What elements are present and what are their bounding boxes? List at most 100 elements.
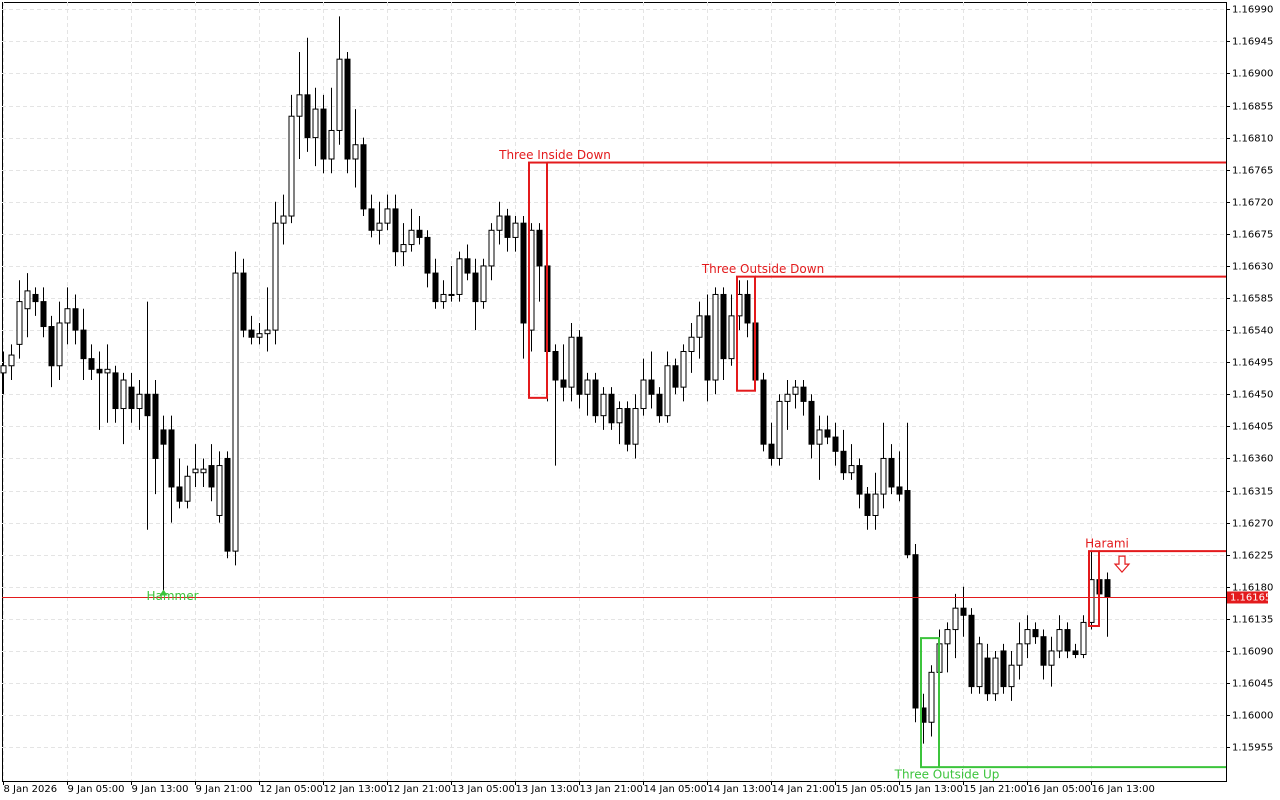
candle-body xyxy=(208,465,215,488)
candle-body xyxy=(64,308,71,324)
x-tick-label: 14 Jan 13:00 xyxy=(708,784,771,795)
y-tick-label: 1.16450 xyxy=(1232,390,1273,401)
marker-arrow xyxy=(159,589,168,596)
x-tick-label: 15 Jan 21:00 xyxy=(964,784,1027,795)
candle-body xyxy=(448,293,455,296)
y-tick-label: 1.16810 xyxy=(1232,134,1273,145)
y-tick-label: 1.16360 xyxy=(1232,454,1273,465)
y-tick-label: 1.16405 xyxy=(1232,422,1273,433)
candle-body xyxy=(592,379,599,417)
candle-body xyxy=(192,468,199,474)
candle-body xyxy=(96,368,103,374)
x-tick-label: 13 Jan 21:00 xyxy=(580,784,643,795)
y-tick-label: 1.16315 xyxy=(1232,487,1273,498)
candle-body xyxy=(904,490,911,556)
candle-body xyxy=(632,408,639,445)
candle-body xyxy=(280,215,287,224)
pattern-box xyxy=(1088,550,1100,627)
candle-body xyxy=(408,229,415,246)
candle-body xyxy=(168,429,175,488)
x-tick-label: 16 Jan 05:00 xyxy=(1028,784,1091,795)
candle-body xyxy=(1040,636,1047,666)
candle-body xyxy=(824,429,831,438)
candle-body xyxy=(872,493,879,516)
candle-body xyxy=(352,144,359,160)
candle-body xyxy=(808,400,815,445)
candle-body xyxy=(976,643,983,688)
candle-body xyxy=(648,379,655,395)
candle-body xyxy=(48,326,55,367)
y-tick-label: 1.16090 xyxy=(1232,647,1273,658)
candle-body xyxy=(152,393,159,459)
candle-body xyxy=(968,614,975,688)
pattern-label: Three Outside Up xyxy=(894,768,1000,782)
candle-body xyxy=(848,465,855,474)
candle-body xyxy=(536,229,543,267)
y-tick-label: 1.16135 xyxy=(1232,615,1273,626)
price-label-box xyxy=(1227,591,1268,604)
candle-body xyxy=(376,222,383,231)
candle-body xyxy=(288,115,295,217)
candle-body xyxy=(304,94,311,139)
x-tick-label: 14 Jan 05:00 xyxy=(644,784,707,795)
y-tick-label: 1.16900 xyxy=(1232,69,1273,80)
y-tick-label: 1.16990 xyxy=(1232,5,1273,16)
candle-body xyxy=(184,475,191,502)
candle-body xyxy=(416,229,423,238)
candle-body xyxy=(768,443,775,459)
candle-body xyxy=(0,365,7,374)
candle-body xyxy=(1000,650,1007,688)
candle-body xyxy=(864,493,871,516)
candle-body xyxy=(696,315,703,338)
candle-body xyxy=(880,457,887,495)
candle-body xyxy=(584,379,591,395)
candle-body xyxy=(504,215,511,238)
candle-body xyxy=(200,468,207,474)
candle-body xyxy=(624,408,631,445)
x-tick-label: 9 Jan 13:00 xyxy=(132,784,189,795)
candle-body xyxy=(896,486,903,495)
x-tick-label: 9 Jan 05:00 xyxy=(68,784,125,795)
candle-body xyxy=(616,408,623,424)
candle-body xyxy=(928,671,935,723)
candle-body xyxy=(600,393,607,417)
candle-body xyxy=(296,94,303,117)
y-tick-label: 1.16000 xyxy=(1232,711,1273,722)
candle-body xyxy=(640,379,647,410)
candle-body xyxy=(1032,629,1039,638)
candle-body xyxy=(992,657,999,695)
x-tick-label: 13 Jan 13:00 xyxy=(516,784,579,795)
candle-body xyxy=(16,301,23,345)
x-tick-label: 12 Jan 21:00 xyxy=(388,784,451,795)
candle-body xyxy=(440,293,447,303)
candle-body xyxy=(360,144,367,210)
x-tick-label: 14 Jan 21:00 xyxy=(772,784,835,795)
x-tick-label: 12 Jan 05:00 xyxy=(260,784,323,795)
x-tick-label: 9 Jan 21:00 xyxy=(196,784,253,795)
candle-body xyxy=(664,365,671,417)
candle-body xyxy=(88,358,95,370)
candle-body xyxy=(1016,643,1023,666)
candle-body xyxy=(760,379,767,445)
candle-body xyxy=(496,215,503,231)
candle-body xyxy=(32,293,39,303)
y-tick-label: 1.16675 xyxy=(1232,230,1273,241)
candle-body xyxy=(128,386,135,410)
signal-arrow xyxy=(1113,555,1131,574)
candle-body xyxy=(1104,579,1111,598)
candle-body xyxy=(320,108,327,160)
candle-body xyxy=(512,222,519,238)
candle-body xyxy=(1048,650,1055,666)
candle-body xyxy=(120,379,127,410)
candle-body xyxy=(264,329,271,335)
x-tick-label: 16 Jan 13:00 xyxy=(1092,784,1155,795)
candle-body xyxy=(800,386,807,402)
candle-body xyxy=(384,208,391,224)
candle-body xyxy=(56,322,63,367)
pattern-box xyxy=(736,275,756,392)
candle-body xyxy=(744,293,751,324)
candle-body xyxy=(472,272,479,303)
candle-body xyxy=(312,108,319,139)
x-tick-label: 12 Jan 13:00 xyxy=(324,784,387,795)
candle-body xyxy=(256,333,263,338)
